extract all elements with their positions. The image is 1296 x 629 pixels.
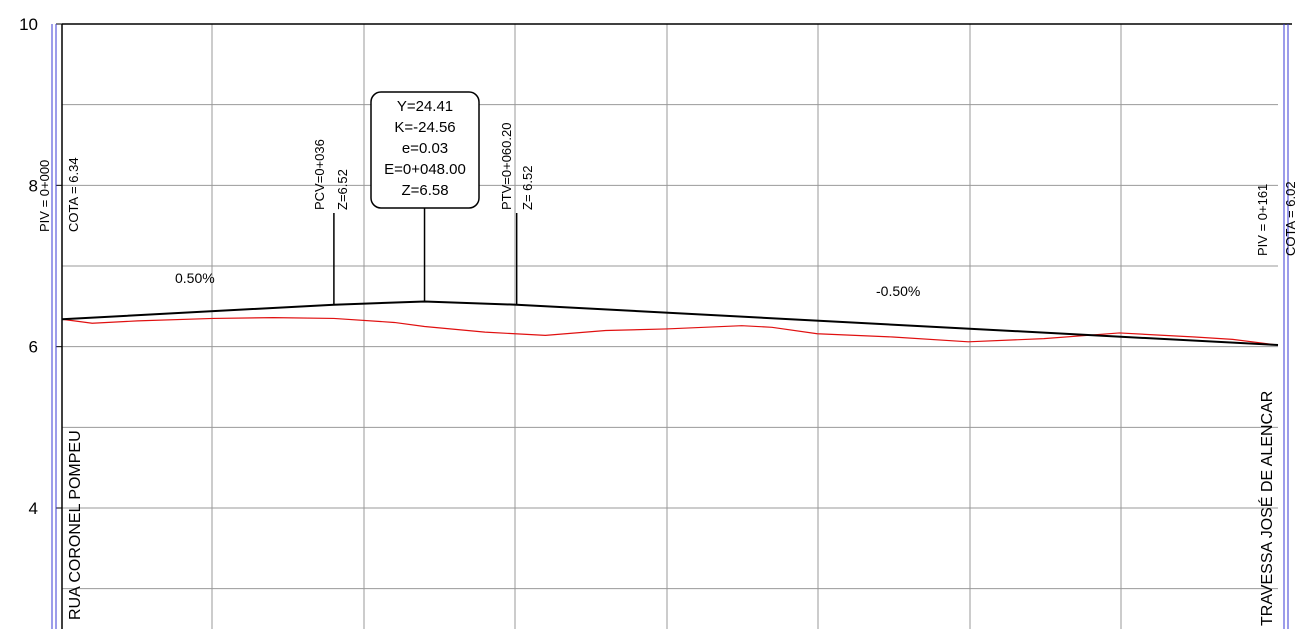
y-axis: 10 8 6 4 — [19, 15, 62, 518]
left-road-name: RUA CORONEL POMPEU — [67, 430, 84, 620]
y-tick-label: 10 — [19, 15, 38, 34]
terrain-line — [61, 317, 1279, 346]
curve-data-y: Y=24.41 — [397, 98, 453, 115]
pcv-station-label: PCV=0+036 — [312, 139, 327, 210]
y-tick-label: 8 — [29, 176, 38, 195]
start-elevation-label: COTA = 6.34 — [66, 157, 81, 232]
curve-data-k: K=-24.56 — [394, 119, 455, 136]
y-tick-label: 6 — [29, 338, 38, 357]
terrain-profile — [61, 317, 1279, 346]
profile-labels: Y=24.41 K=-24.56 e=0.03 E=0+048.00 Z=6.58 PCV… — [37, 91, 1296, 626]
start-piv-label: PIV = 0+000 — [37, 160, 52, 232]
station-markers — [51, 24, 1289, 629]
right-road-name: TRAVESSA JOSÉ DE ALENCAR — [1257, 391, 1276, 626]
y-tick-label: 4 — [29, 499, 38, 518]
ptv-elevation-label: Z= 6.52 — [520, 166, 535, 210]
grade-right-label: -0.50% — [876, 283, 920, 299]
curve-data-z: Z=6.58 — [401, 182, 448, 199]
ptv-station-label: PTV=0+060.20 — [499, 123, 514, 210]
curve-data-box — [370, 91, 480, 209]
curve-data-station: E=0+048.00 — [384, 161, 466, 178]
curve-data-e: e=0.03 — [402, 140, 448, 157]
end-elevation-label: COTA = 6.02 — [1283, 181, 1296, 256]
grid — [62, 24, 1278, 629]
drawing-frame — [61, 23, 1292, 629]
end-piv-label: PIV = 0+161 — [1255, 184, 1270, 256]
pcv-elevation-label: Z=6.52 — [335, 169, 350, 210]
grade-left-label: 0.50% — [175, 270, 215, 286]
